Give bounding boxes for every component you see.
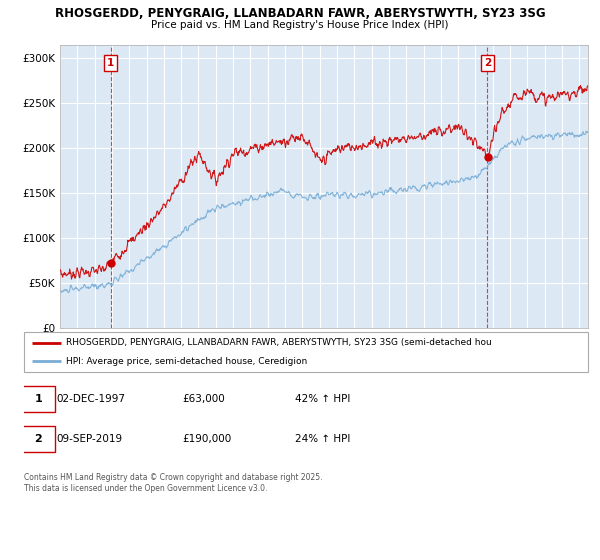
Text: HPI: Average price, semi-detached house, Ceredigion: HPI: Average price, semi-detached house,…	[66, 357, 308, 366]
Text: £190,000: £190,000	[182, 433, 231, 444]
Text: 2: 2	[34, 433, 42, 444]
Text: RHOSGERDD, PENYGRAIG, LLANBADARN FAWR, ABERYSTWYTH, SY23 3SG: RHOSGERDD, PENYGRAIG, LLANBADARN FAWR, A…	[55, 7, 545, 20]
Text: RHOSGERDD, PENYGRAIG, LLANBADARN FAWR, ABERYSTWYTH, SY23 3SG (semi-detached hou: RHOSGERDD, PENYGRAIG, LLANBADARN FAWR, A…	[66, 338, 492, 347]
FancyBboxPatch shape	[21, 386, 55, 412]
Text: 02-DEC-1997: 02-DEC-1997	[57, 394, 126, 404]
Text: 42% ↑ HPI: 42% ↑ HPI	[295, 394, 350, 404]
Text: £63,000: £63,000	[182, 394, 224, 404]
Text: 24% ↑ HPI: 24% ↑ HPI	[295, 433, 350, 444]
Text: 2: 2	[484, 58, 491, 68]
Text: 1: 1	[34, 394, 42, 404]
FancyBboxPatch shape	[24, 332, 588, 372]
Text: Contains HM Land Registry data © Crown copyright and database right 2025.
This d: Contains HM Land Registry data © Crown c…	[24, 473, 323, 493]
Text: 1: 1	[107, 58, 114, 68]
FancyBboxPatch shape	[21, 426, 55, 451]
Text: 09-SEP-2019: 09-SEP-2019	[57, 433, 123, 444]
Text: Price paid vs. HM Land Registry's House Price Index (HPI): Price paid vs. HM Land Registry's House …	[151, 20, 449, 30]
